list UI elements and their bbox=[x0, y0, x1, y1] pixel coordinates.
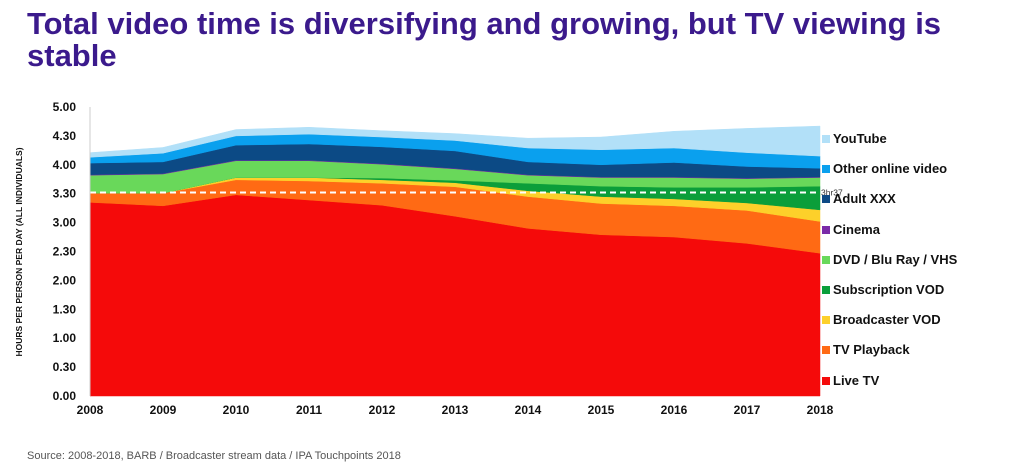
legend-swatch bbox=[822, 225, 830, 234]
legend-item: TV Playback bbox=[822, 342, 957, 372]
legend-label: Adult XXX bbox=[833, 191, 896, 207]
legend-item: DVD / Blu Ray / VHS bbox=[822, 252, 957, 282]
legend-swatch bbox=[822, 316, 830, 325]
legend-item: Broadcaster VOD bbox=[822, 312, 957, 342]
x-tick-label: 2017 bbox=[734, 403, 761, 417]
legend-label: Cinema bbox=[833, 221, 880, 237]
legend-item: Other online video bbox=[822, 161, 957, 191]
x-tick-label: 2013 bbox=[442, 403, 469, 417]
legend-swatch bbox=[822, 285, 830, 294]
area-youtube bbox=[89, 125, 821, 158]
page-title: Total video time is diversifying and gro… bbox=[27, 6, 942, 73]
legend-swatch bbox=[822, 376, 830, 385]
legend-item: YouTube bbox=[822, 131, 957, 161]
x-tick-label: 2016 bbox=[661, 403, 688, 417]
legend-swatch bbox=[822, 165, 830, 174]
legend-label: Live TV bbox=[833, 372, 880, 388]
y-tick-label: 1.30 bbox=[53, 302, 77, 316]
y-tick-label: 2.00 bbox=[53, 273, 77, 287]
legend-label: TV Playback bbox=[833, 342, 910, 358]
x-tick-label: 2018 bbox=[807, 403, 834, 417]
legend: YouTube Other online video Adult XXX Cinema… bbox=[822, 131, 957, 403]
legend-swatch bbox=[822, 135, 830, 143]
area-layers bbox=[89, 125, 821, 397]
y-tick-label: 1.00 bbox=[53, 331, 77, 345]
y-tick-label: 3.00 bbox=[53, 216, 77, 230]
y-tick-label: 2.30 bbox=[53, 245, 77, 259]
axes: 0.00 0.30 1.00 1.30 2.00 2.30 3.00 3.30 4.00 4.30… bbox=[53, 100, 834, 417]
x-tick-label: 2012 bbox=[369, 403, 396, 417]
legend-item: Adult XXX bbox=[822, 191, 957, 221]
x-tick-label: 2009 bbox=[150, 403, 177, 417]
legend-swatch bbox=[822, 346, 830, 355]
y-tick-label: 5.00 bbox=[53, 100, 77, 114]
x-tick-label: 2008 bbox=[77, 403, 104, 417]
x-tick-label: 2010 bbox=[223, 403, 250, 417]
legend-label: Subscription VOD bbox=[833, 281, 945, 297]
reference-line-label: 3hr37 bbox=[821, 188, 843, 198]
source-note: Source: 2008-2018, BARB / Broadcaster st… bbox=[27, 450, 401, 462]
y-tick-label: 0.30 bbox=[53, 360, 77, 374]
x-tick-label: 2015 bbox=[588, 403, 615, 417]
legend-item: Live TV bbox=[822, 373, 957, 403]
x-tick-label: 2011 bbox=[296, 403, 322, 417]
legend-label: YouTube bbox=[833, 131, 887, 146]
legend-swatch bbox=[822, 255, 830, 264]
y-tick-label: 0.00 bbox=[53, 389, 77, 403]
y-tick-label: 4.00 bbox=[53, 158, 77, 172]
legend-swatch bbox=[822, 195, 830, 204]
legend-item: Subscription VOD bbox=[822, 282, 957, 312]
x-tick-label: 2014 bbox=[515, 403, 542, 417]
y-tick-label: 3.30 bbox=[53, 187, 77, 201]
legend-item: Cinema bbox=[822, 222, 957, 252]
reference-line-group: 3hr37 bbox=[90, 188, 843, 198]
legend-label: DVD / Blu Ray / VHS bbox=[833, 251, 958, 267]
legend-label: Other online video bbox=[833, 161, 948, 177]
y-axis-label: HOURS PER PERSON PER DAY (ALL INDIVIDUAL… bbox=[14, 147, 24, 356]
legend-label: Broadcaster VOD bbox=[833, 312, 941, 328]
y-tick-label: 4.30 bbox=[53, 129, 77, 143]
